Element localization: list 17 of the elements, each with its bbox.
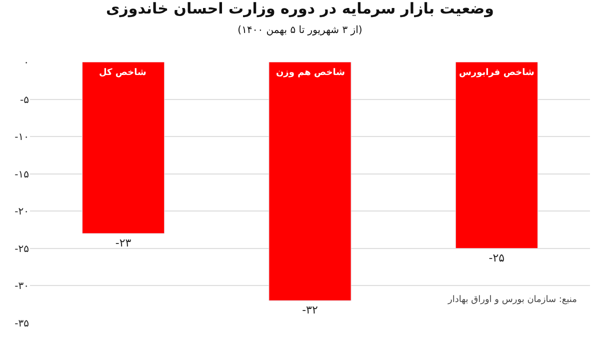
y-tick-label: -۳۰ [14,281,29,292]
y-tick-label: -۱۰ [14,132,29,144]
chart-title: وضعیت بازار سرمایه در دوره وزارت احسان خاندوزی [106,0,494,18]
y-tick-label: -۲۰ [14,206,29,218]
y-tick-label: ۰ [24,58,29,68]
annotation: منبع: سازمان بورس و اوراق بهادار [447,295,578,305]
y-tick-label: -۳۵ [14,318,29,330]
data-label: -۲۳ [115,236,132,250]
x-tick-label: شاخص هم وزن [276,68,346,78]
data-label: -۲۵ [488,251,505,264]
y-tick-label: -۵ [20,94,29,106]
data-label: -۳۲ [302,304,318,317]
x-tick-label: شاخص فرابورس [459,68,534,78]
y-tick-label: -۲۵ [14,244,29,255]
x-tick-label: شاخص کل [99,68,147,78]
chart-subtitle: (از ۳ شهریور تا ۵ بهمن ۱۴۰۰) [238,25,362,36]
y-tick-label: -۱۵ [14,169,29,180]
